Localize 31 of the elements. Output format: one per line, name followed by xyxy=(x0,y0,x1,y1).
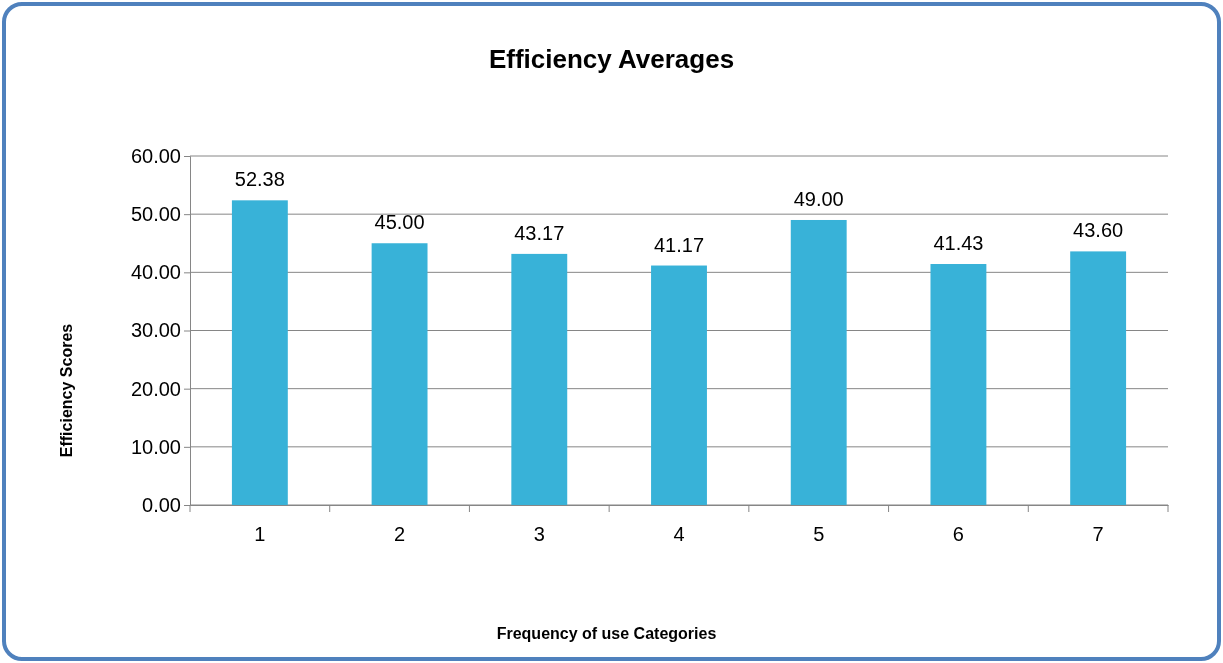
x-axis-title: Frequency of use Categories xyxy=(496,625,717,642)
bar xyxy=(1070,251,1127,505)
bar xyxy=(371,243,428,505)
data-label: 41.43 xyxy=(933,232,984,255)
bar xyxy=(930,264,987,505)
y-tick-label: 30.00 xyxy=(130,319,181,342)
x-tick-label: 1 xyxy=(254,523,266,546)
y-tick-label: 50.00 xyxy=(130,203,181,226)
data-label: 43.60 xyxy=(1073,219,1124,242)
data-label: 52.38 xyxy=(234,168,285,191)
x-tick-label: 7 xyxy=(1092,523,1104,546)
data-label: 41.17 xyxy=(653,233,705,256)
data-label: 49.00 xyxy=(793,187,844,210)
y-axis-title: Efficiency Scores xyxy=(58,323,75,458)
y-tick-label: 20.00 xyxy=(130,377,181,400)
x-tick-label: 3 xyxy=(533,523,545,546)
x-tick-label: 5 xyxy=(813,523,825,546)
bar xyxy=(790,219,847,505)
x-tick-label: 4 xyxy=(673,523,685,546)
data-label: 45.00 xyxy=(374,211,425,234)
x-tick-label: 2 xyxy=(394,523,406,546)
bar xyxy=(231,200,288,505)
chart-title: Efficiency Averages xyxy=(488,44,735,74)
y-tick-label: 40.00 xyxy=(130,261,181,284)
data-label: 43.17 xyxy=(514,221,565,244)
y-tick-label: 60.00 xyxy=(130,144,181,167)
bar xyxy=(651,265,707,505)
x-tick-label: 6 xyxy=(952,523,964,546)
y-tick-label: 10.00 xyxy=(130,435,181,458)
bar xyxy=(511,253,568,505)
y-tick-label: 0.00 xyxy=(142,493,181,516)
